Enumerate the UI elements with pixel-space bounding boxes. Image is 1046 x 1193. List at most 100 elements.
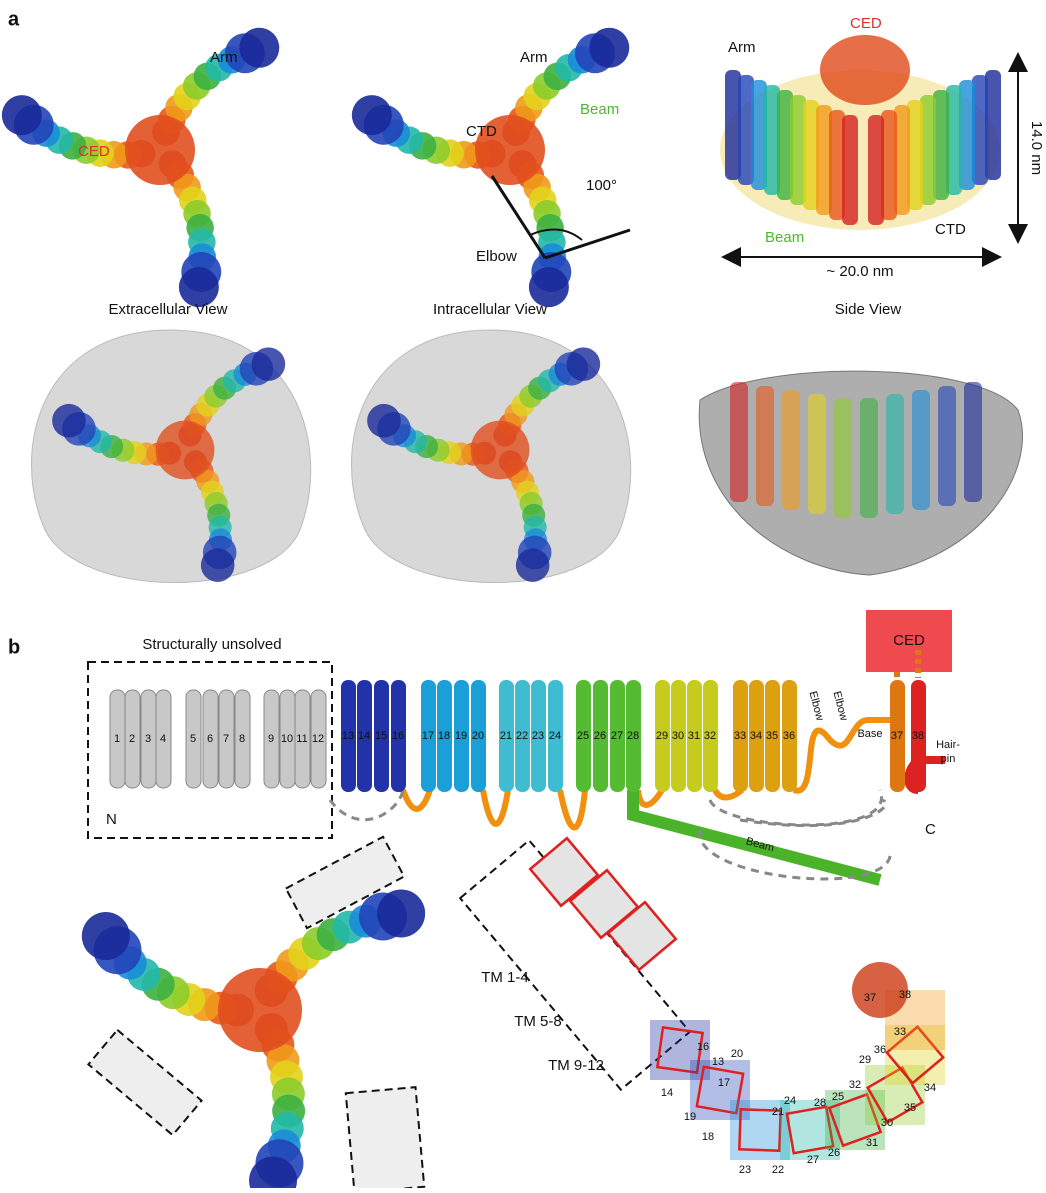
structure — [52, 404, 86, 438]
structure-label: 29 — [859, 1054, 871, 1066]
structure — [567, 347, 601, 381]
helix-label: 5 — [190, 733, 196, 745]
structure — [938, 386, 956, 506]
structure-label: 28 — [814, 1097, 826, 1109]
structure — [377, 889, 425, 937]
structure — [352, 95, 392, 135]
helix-label: 6 — [207, 733, 213, 745]
helix-label: 23 — [532, 730, 544, 742]
structure-label: 35 — [904, 1102, 916, 1114]
helix-label: 11 — [296, 733, 307, 745]
label: CTD — [935, 221, 966, 238]
label: CED — [78, 143, 110, 160]
structure — [834, 398, 852, 518]
structure — [201, 548, 235, 582]
helix-label: 9 — [268, 733, 274, 745]
structure-label: 18 — [702, 1131, 714, 1143]
label: Beam — [765, 229, 804, 246]
helix-label: 2 — [129, 733, 135, 745]
structure-label: 26 — [828, 1147, 840, 1159]
panel-label: b — [8, 636, 20, 658]
structure — [756, 386, 774, 506]
structure-label: 37 — [864, 992, 876, 1004]
helix-label: 35 — [766, 730, 778, 742]
structure-label: 33 — [894, 1026, 906, 1038]
structure-label: 36 — [874, 1044, 886, 1056]
structure-label: 25 — [832, 1091, 844, 1103]
helix-label: 13 — [342, 730, 354, 742]
structure — [868, 115, 884, 225]
helix-label: 34 — [750, 730, 762, 742]
structure-label: 19 — [684, 1111, 696, 1123]
helix-label: 38 — [912, 730, 924, 742]
helix-label: 22 — [516, 730, 528, 742]
structure-label: 30 — [881, 1117, 893, 1129]
structure — [367, 404, 401, 438]
structure — [125, 115, 195, 185]
helix-label: 18 — [438, 730, 450, 742]
structure-label: 27 — [807, 1154, 819, 1166]
panel-label: a — [8, 8, 20, 30]
structure — [589, 28, 629, 68]
structure — [156, 421, 215, 480]
structure-label: 21 — [772, 1106, 784, 1118]
label: TM 5-8 — [514, 1013, 562, 1030]
structure — [218, 968, 302, 1052]
label: Hair- — [936, 739, 960, 751]
structure-label: 16 — [697, 1041, 709, 1053]
structure — [912, 390, 930, 510]
structure — [820, 35, 910, 105]
helix-label: 25 — [577, 730, 589, 742]
label: TM 1-4 — [481, 969, 529, 986]
label: 14.0 nm — [1028, 121, 1045, 175]
helix-label: 29 — [656, 730, 668, 742]
figure: a Arm CED Arm CTD Beam 100° Elbow CED Ar… — [0, 0, 1046, 1188]
helix-label: 16 — [392, 730, 404, 742]
structure — [239, 28, 279, 68]
helix-label: 8 — [239, 733, 245, 745]
helix-label: 28 — [627, 730, 639, 742]
helix-label: 21 — [500, 730, 512, 742]
helix-label: 19 — [455, 730, 467, 742]
structure — [471, 421, 530, 480]
helix-label: 27 — [611, 730, 623, 742]
structure-label: 22 — [772, 1164, 784, 1176]
caption: Intracellular View — [433, 301, 547, 318]
label: Arm — [728, 39, 756, 56]
label: pin — [941, 753, 956, 765]
structure — [808, 394, 826, 514]
structure — [860, 398, 878, 518]
structure — [730, 382, 748, 502]
helix-label: 17 — [422, 730, 434, 742]
helix-label: 36 — [783, 730, 795, 742]
structure — [782, 390, 800, 510]
helix-label: 10 — [281, 733, 293, 745]
structure-label: 31 — [866, 1137, 878, 1149]
structure-label: 34 — [924, 1082, 936, 1094]
label: ~ 20.0 nm — [826, 263, 893, 280]
structure-label: 14 — [661, 1087, 673, 1099]
label: Elbow — [806, 690, 825, 722]
structure-label: 17 — [718, 1077, 730, 1089]
structure — [252, 347, 286, 381]
structure-label: 20 — [731, 1048, 743, 1060]
structure — [516, 548, 550, 582]
structure — [886, 394, 904, 514]
label: Arm — [210, 49, 238, 66]
helix-label: 4 — [160, 733, 166, 745]
helix-label: 20 — [472, 730, 484, 742]
structure — [964, 382, 982, 502]
label: Beam — [580, 101, 619, 118]
label: Elbow — [830, 690, 849, 722]
helix-label: 26 — [594, 730, 606, 742]
caption: Extracellular View — [109, 301, 228, 318]
helix-label: 32 — [704, 730, 716, 742]
helix-label: 24 — [549, 730, 561, 742]
helix-label: 37 — [891, 730, 903, 742]
structure-label: 32 — [849, 1079, 861, 1091]
label: Elbow — [476, 248, 517, 265]
label: C — [925, 821, 936, 838]
helix-label: 30 — [672, 730, 684, 742]
structure — [2, 95, 42, 135]
label: 100° — [586, 177, 617, 194]
